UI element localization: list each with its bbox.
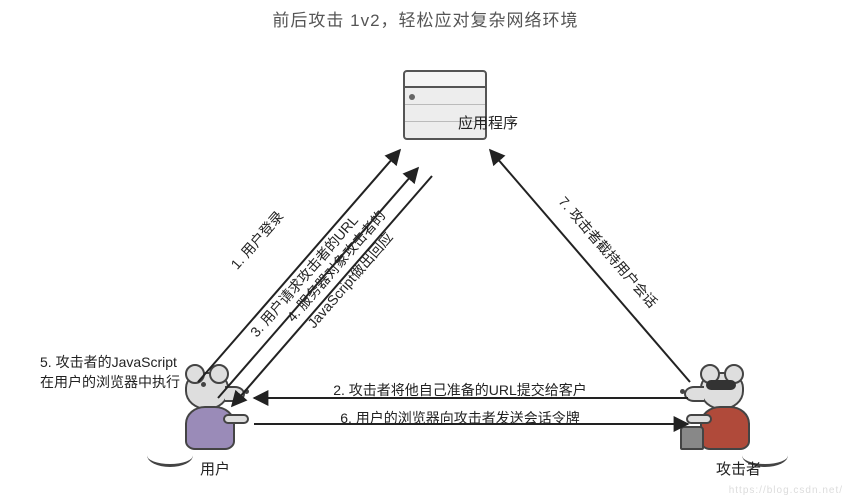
edge-label-2: 2. 攻击者将他自己准备的URL提交给客户 (333, 380, 587, 400)
diagram-stage: 前后攻击 1v2，轻松应对复杂网络环境 应用程序 用户 (0, 0, 851, 500)
edge-label-6: 6. 用户的浏览器向攻击者发送会话令牌 (340, 408, 580, 428)
watermark: https://blog.csdn.net/ (729, 485, 843, 496)
